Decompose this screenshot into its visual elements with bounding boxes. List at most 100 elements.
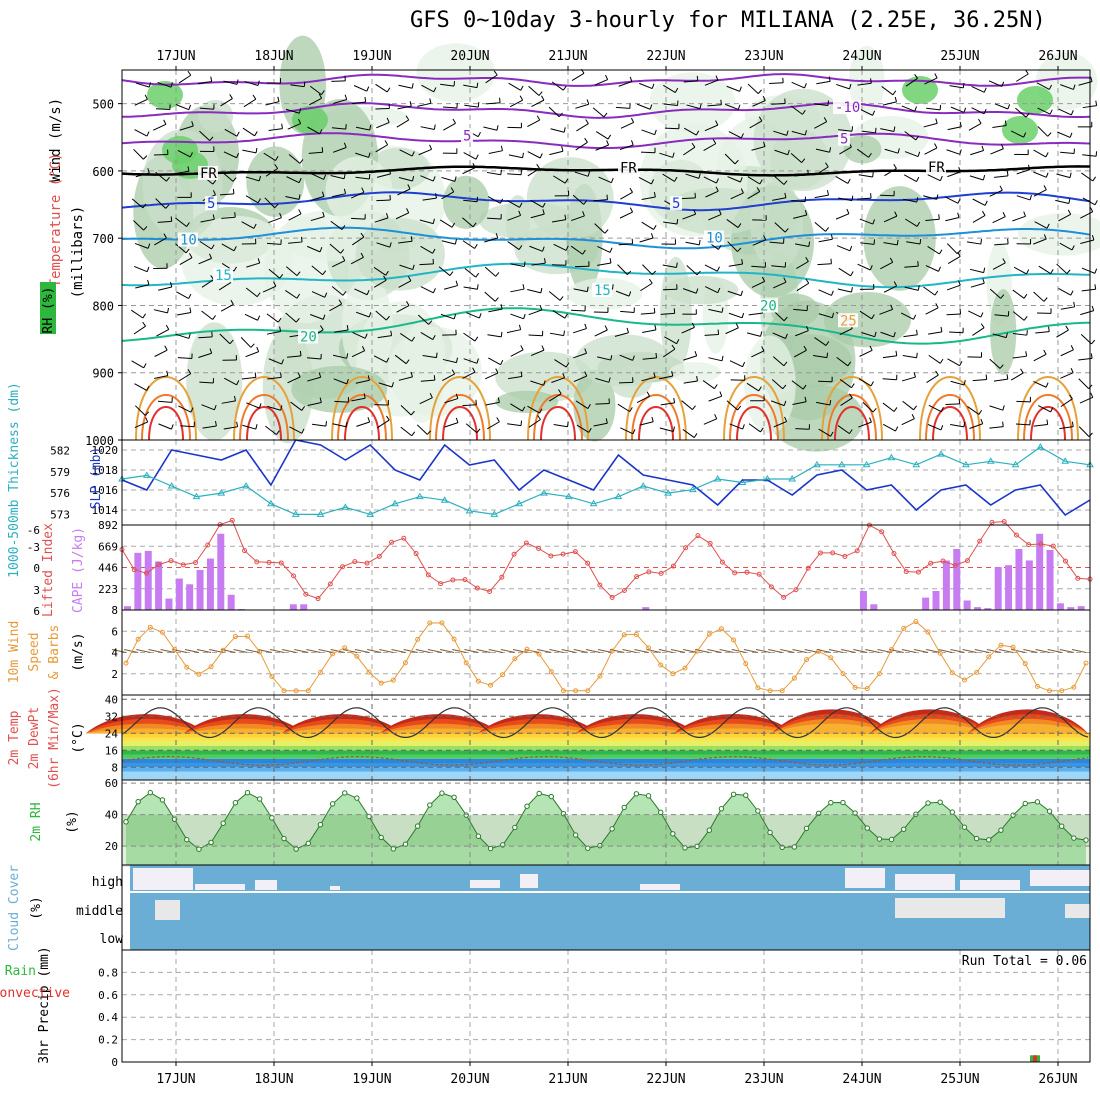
wind-barb — [836, 245, 851, 252]
wind-barb — [135, 284, 150, 289]
wind-barb — [356, 421, 370, 427]
wind-barb — [703, 418, 717, 425]
rh2m-marker — [1022, 800, 1028, 807]
wind-barb-flag — [567, 421, 569, 427]
wind-barb — [332, 354, 347, 359]
wind-barb — [158, 400, 173, 403]
wind-barb — [506, 329, 521, 334]
wind-barb — [1033, 238, 1047, 245]
warm-isotherm — [932, 406, 968, 441]
contour-label-bg — [926, 159, 946, 174]
wind-barb-flag — [612, 284, 614, 290]
wind-barb-flag — [692, 405, 696, 410]
wind-barb — [904, 286, 919, 291]
wind-barb — [262, 285, 277, 293]
contour-label-bg — [618, 160, 638, 175]
wind-barb-flag — [454, 176, 457, 182]
rh2m-marker — [1071, 835, 1077, 841]
wind-barb — [1080, 239, 1094, 245]
wind-barb-flag — [257, 258, 261, 264]
li-marker — [952, 562, 958, 568]
wind-barb — [773, 310, 785, 322]
wind-barb-flag — [1050, 407, 1054, 413]
wind-barb-flag — [830, 234, 833, 240]
wind-barb-flag — [1025, 112, 1030, 118]
wind-barb-flag — [499, 97, 501, 103]
wind-barb-flag — [319, 325, 324, 330]
wind10-barb — [415, 649, 430, 653]
wind-barb-flag — [763, 235, 767, 241]
wind-barb-flag — [191, 121, 194, 127]
wind-barb-flag — [737, 247, 742, 252]
ytick-precip: 0.2 — [98, 1034, 118, 1047]
wind-barb-flag — [254, 131, 258, 137]
wind-barb — [420, 332, 434, 341]
wind-barb-flag — [698, 173, 701, 179]
wind10-barb — [901, 649, 916, 653]
wind10-barb — [257, 649, 272, 653]
wind-barb — [396, 119, 410, 128]
wind-barb — [395, 212, 409, 220]
wind-barb — [681, 400, 693, 410]
cloud-label-middle: middle — [76, 904, 123, 919]
wind-barb-flag — [232, 188, 235, 194]
rh2m-marker — [536, 790, 542, 797]
temp-band — [122, 758, 1090, 763]
wind-marker — [123, 660, 129, 666]
wind-barb — [246, 262, 260, 268]
wind-barb-flag — [321, 191, 325, 197]
wind-barb — [1060, 372, 1074, 379]
date-label-bottom: 23JUN — [744, 1072, 783, 1087]
wind-barb-flag — [519, 95, 524, 101]
thickness-marker — [937, 450, 945, 457]
wind-barb — [904, 265, 919, 268]
wind-barb-flag — [959, 361, 963, 366]
wind-barb-flag — [870, 78, 872, 84]
isotherm-5 — [121, 191, 1091, 212]
ytick-wind: 2 — [111, 668, 118, 681]
ytick-temp: 32 — [105, 710, 118, 723]
wind-barb-flag — [892, 90, 897, 96]
wind-barb — [686, 265, 698, 276]
wind-barb — [815, 148, 830, 153]
wind-barb-flag — [938, 214, 940, 220]
wind-barb — [636, 395, 650, 403]
wind-barb — [376, 242, 390, 248]
contour-label-bg — [670, 196, 682, 211]
wind-barb — [529, 245, 543, 252]
wind-barb-flag — [298, 118, 302, 124]
warm-isotherm — [1017, 376, 1079, 441]
contour-label: FR — [200, 166, 217, 182]
wind-barb-flag — [494, 297, 499, 302]
wind-barb-flag — [321, 90, 325, 95]
wind10-barb — [707, 649, 722, 653]
wind-barb — [839, 328, 853, 336]
wind-barb-flag — [940, 406, 944, 412]
wind-barb-flag — [629, 207, 634, 213]
wind-barb — [442, 373, 455, 382]
label-cloud-units: (%) — [29, 896, 44, 919]
wind-barb-flag — [1073, 301, 1076, 307]
wind10-barb — [452, 649, 467, 653]
wind-barb — [572, 328, 587, 334]
wind-barb — [1033, 149, 1047, 158]
wind-barb-flag — [368, 152, 371, 158]
wind-barb — [351, 236, 365, 246]
wind-barb-flag — [983, 109, 987, 114]
wind-barb — [620, 310, 635, 313]
wind-barb-flag — [298, 194, 301, 200]
wind-barb-flag — [1002, 421, 1004, 427]
rh-blob — [181, 215, 293, 306]
wind-barb — [1036, 82, 1050, 90]
wind-barb — [266, 331, 281, 335]
rh2m-marker — [973, 835, 980, 842]
contour-label: 5 — [840, 132, 848, 148]
wind-barb-flag — [983, 267, 986, 273]
wind-barb — [639, 237, 654, 243]
wind-barb — [199, 381, 214, 384]
wind-barb-flag — [846, 208, 850, 214]
li-marker — [168, 558, 174, 564]
li-marker — [670, 563, 676, 569]
ytick-slp: 1014 — [92, 504, 119, 517]
wind10-barb — [136, 649, 151, 653]
